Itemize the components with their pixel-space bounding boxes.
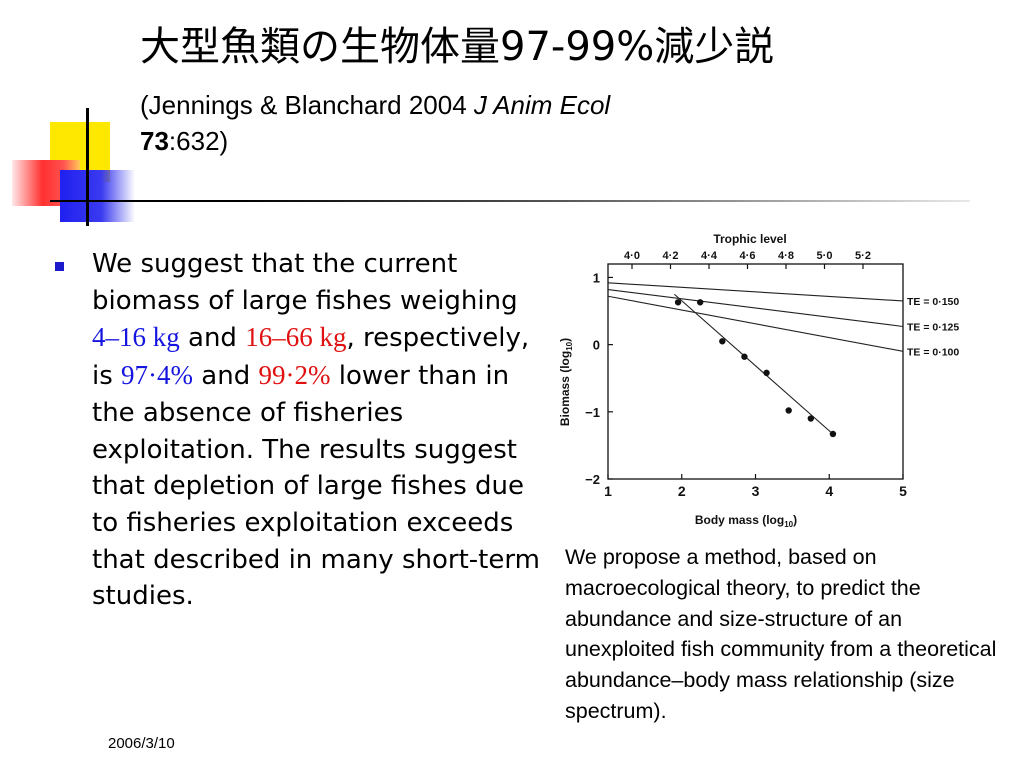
x-tick-labels: 1 2 3 4 5 — [604, 483, 907, 499]
slide-title: 大型魚類の生物体量97-99%減少説 — [140, 24, 775, 70]
bullet-text-1: We suggest that the current biomass of l… — [92, 249, 518, 316]
y-tick-labels: 1 0 −1 −2 — [585, 270, 600, 487]
data-point-2 — [719, 338, 726, 345]
te-label-0: TE = 0·150 — [907, 296, 959, 308]
y-axis-label-main: Biomass (log — [558, 351, 572, 426]
data-point-6 — [807, 415, 815, 422]
chart-axes — [607, 263, 904, 480]
y-tick-label-1: 0 — [593, 338, 600, 353]
te-labels: TE = 0·150 TE = 0·125 TE = 0·100 — [907, 296, 959, 358]
top-tick-label-1: 4·2 — [663, 250, 679, 262]
title-underline — [50, 200, 970, 202]
trophic-level-label: Trophic level — [713, 232, 786, 246]
data-point-5 — [785, 407, 792, 414]
decorative-vertical-line — [86, 108, 89, 226]
x-tick-label-5: 5 — [899, 483, 907, 499]
fit-line — [674, 293, 836, 437]
trophic-level-ticks: 4·0 4·2 4·4 4·6 4·8 5·0 5·2 — [624, 250, 871, 269]
data-points — [674, 299, 837, 438]
top-tick-label-4: 4·8 — [778, 250, 794, 262]
y-axis-label-end: ) — [558, 338, 572, 342]
te-label-2: TE = 0·100 — [907, 346, 959, 358]
fit-line-group — [674, 293, 836, 437]
data-point-0 — [674, 299, 682, 306]
bullet-text-2: and — [179, 323, 246, 354]
y-tick-label-3: −2 — [585, 472, 600, 487]
top-tick-label-3: 4·6 — [740, 250, 756, 262]
biomass-chart: Trophic level 4·0 4·2 4·4 4·6 4·8 5·0 5·2 TE =… — [558, 232, 959, 529]
top-tick-label-2: 4·4 — [701, 250, 718, 262]
percent-99-2: 99·2% — [258, 360, 331, 391]
data-point-4 — [763, 369, 770, 377]
data-point-1 — [696, 299, 704, 306]
citation-volume: 73 — [140, 126, 169, 156]
x-axis-label-main: Body mass (log — [695, 513, 784, 527]
bullet-text-5: lower than in the absence of fisheries e… — [92, 361, 540, 612]
te-line-0 — [607, 282, 904, 302]
te-line-1 — [607, 288, 904, 328]
decorative-blue-square — [60, 170, 135, 222]
citation-prefix: (Jennings & Blanchard 2004 — [140, 90, 474, 120]
citation-pages: :632) — [168, 126, 229, 156]
bullet-text: We suggest that the current biomass of l… — [92, 246, 552, 615]
bullet-square-icon — [55, 262, 64, 271]
citation-journal: J Anim Ecol — [473, 90, 611, 120]
x-axis-label-end: ) — [793, 513, 797, 527]
top-tick-label-5: 5·0 — [817, 250, 833, 262]
data-point-3 — [741, 353, 748, 360]
x-axis-label: Body mass (log10) — [695, 513, 797, 529]
range-16-66kg: 16–66 kg — [245, 322, 347, 353]
te-lines — [607, 282, 904, 352]
te-line-2 — [607, 295, 904, 352]
figure-caption: We propose a method, based on macroecolo… — [565, 545, 997, 723]
y-tick-label-0: 1 — [593, 270, 600, 285]
bullet-text-3: , respectively, is — [92, 323, 530, 392]
top-tick-label-0: 4·0 — [624, 250, 640, 262]
x-axis-label-sub: 10 — [784, 520, 793, 529]
citation: (Jennings & Blanchard 2004 J Anim Ecol 73… — [140, 87, 900, 159]
y-axis-label-sub: 10 — [565, 341, 574, 350]
bullet-text-4: and — [193, 361, 259, 392]
top-tick-label-6: 5·2 — [855, 250, 871, 262]
x-tick-label-4: 4 — [825, 483, 833, 499]
x-tick-label-3: 3 — [752, 483, 760, 499]
y-tick-label-2: −1 — [585, 405, 600, 420]
range-4-16kg: 4–16 kg — [92, 322, 180, 353]
x-tick-label-1: 1 — [604, 483, 612, 499]
te-label-1: TE = 0·125 — [907, 321, 959, 333]
y-axis-label: Biomass (log10) — [558, 338, 574, 426]
percent-97-4: 97·4% — [121, 360, 194, 391]
data-point-7 — [829, 430, 837, 438]
plot-frame — [607, 263, 904, 480]
x-tick-label-2: 2 — [678, 483, 686, 499]
slide-date: 2006/3/10 — [108, 735, 175, 752]
